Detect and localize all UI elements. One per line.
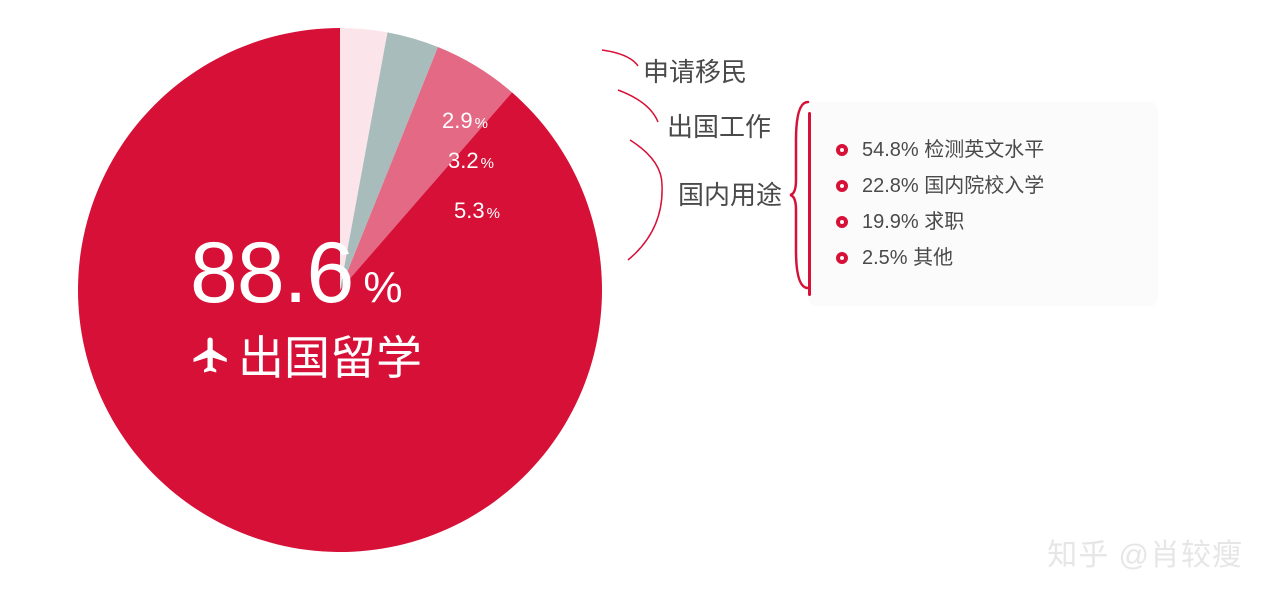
outer-label-domestic: 国内用途 (678, 175, 782, 212)
watermark: 知乎 @肖较瘦 (1047, 530, 1243, 574)
detail-label: 求职 (924, 212, 964, 232)
main-percent-symbol: % (363, 266, 401, 310)
bullet-icon (836, 216, 848, 228)
domestic-detail-box: 54.8% 检测英文水平 22.8% 国内院校入学 19.9% 求职 2.5% … (808, 102, 1158, 306)
detail-pct: 54.8% (862, 140, 919, 160)
main-slice-overlay: 88.6 % 出国留学 (190, 230, 422, 388)
detail-label: 检测英文水平 (924, 140, 1044, 160)
detail-item: 19.9% 求职 (836, 212, 1134, 232)
detail-item: 22.8% 国内院校入学 (836, 176, 1134, 196)
main-slice-label: 出国留学 (238, 322, 422, 388)
slice-percent-immigration: 2.9% (442, 108, 488, 134)
detail-pct: 19.9% (862, 212, 919, 232)
slice-percent-domestic: 5.3% (454, 198, 500, 224)
bullet-icon (836, 180, 848, 192)
bullet-icon (836, 144, 848, 156)
main-percent: 88.6 % (190, 230, 422, 316)
detail-pct: 2.5% (862, 248, 908, 268)
bullet-icon (836, 252, 848, 264)
pie-label-connectors (600, 40, 690, 280)
pie-chart: 88.6 % 出国留学 2.9% 3.2% 5.3% (70, 20, 610, 560)
plane-icon (190, 334, 232, 376)
detail-label: 国内院校入学 (924, 176, 1044, 196)
detail-pct: 22.8% (862, 176, 919, 196)
main-percent-value: 88.6 (190, 230, 353, 316)
detail-item: 2.5% 其他 (836, 248, 1134, 268)
slice-percent-work-abroad: 3.2% (448, 148, 494, 174)
detail-label: 其他 (913, 248, 953, 268)
detail-item: 54.8% 检测英文水平 (836, 140, 1134, 160)
